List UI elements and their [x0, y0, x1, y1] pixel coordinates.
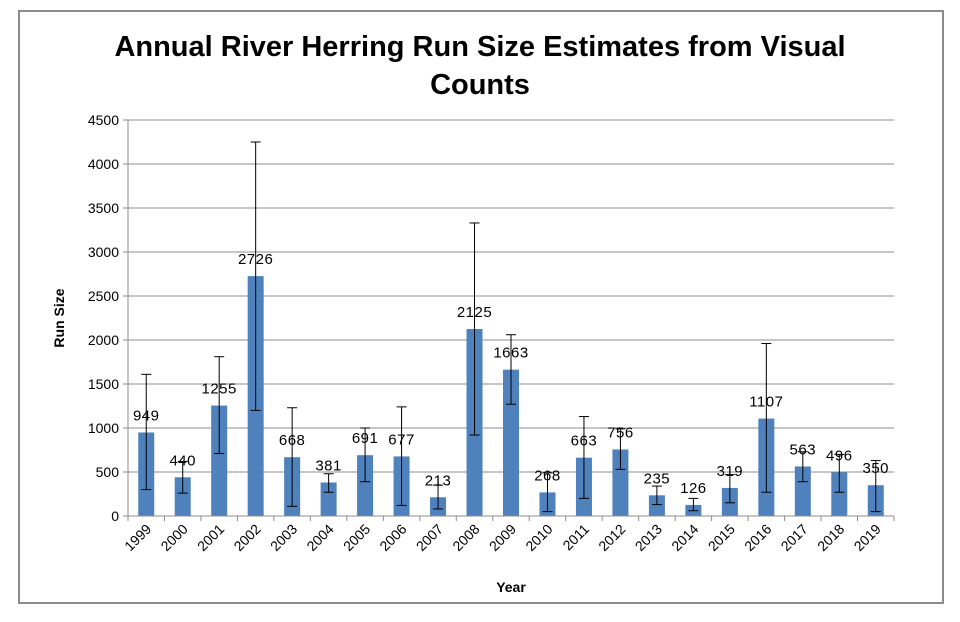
bar	[357, 455, 374, 516]
x-tick-label: 1999	[121, 521, 154, 554]
data-label: 126	[680, 480, 707, 497]
data-label: 663	[571, 433, 598, 450]
bar	[831, 472, 848, 516]
x-tick-label: 2005	[340, 521, 373, 554]
x-tick-label: 2004	[303, 521, 336, 554]
data-label: 691	[352, 430, 379, 447]
data-label: 563	[790, 441, 817, 458]
x-tick-label: 2016	[741, 521, 774, 554]
x-tick-label: 2001	[194, 521, 227, 554]
y-tick-label: 1500	[88, 376, 119, 392]
x-tick-label: 2003	[267, 521, 300, 554]
data-label: 213	[425, 472, 452, 489]
x-tick-label: 2014	[668, 521, 701, 554]
bar	[211, 405, 228, 516]
x-tick-label: 2019	[851, 521, 884, 554]
data-label: 350	[862, 460, 889, 477]
bar	[648, 495, 665, 516]
x-tick-label: 2009	[486, 521, 519, 554]
x-tick-label: 2013	[632, 521, 665, 554]
data-label: 677	[388, 431, 415, 448]
data-label: 2726	[238, 251, 273, 268]
y-tick-label: 0	[111, 508, 119, 524]
bar	[612, 449, 629, 516]
data-label: 440	[169, 452, 196, 469]
x-tick-label: 2012	[595, 521, 628, 554]
y-tick-label: 4500	[88, 112, 119, 128]
bar	[503, 369, 519, 516]
data-label: 235	[644, 470, 671, 487]
data-label: 1107	[749, 394, 783, 411]
data-label: 319	[717, 463, 744, 480]
x-tick-label: 2017	[778, 521, 811, 554]
data-label: 2125	[457, 304, 492, 321]
data-label: 668	[279, 432, 306, 449]
y-tick-label: 3500	[88, 200, 119, 216]
data-label: 1663	[493, 345, 528, 362]
data-label: 756	[607, 424, 634, 441]
data-label: 381	[315, 457, 342, 474]
x-tick-label: 2008	[449, 521, 482, 554]
y-tick-label: 2000	[88, 332, 119, 348]
x-tick-label: 2002	[230, 521, 263, 554]
x-tick-label: 2018	[814, 521, 847, 554]
y-tick-label: 4000	[88, 156, 119, 172]
y-tick-label: 500	[96, 464, 120, 480]
y-tick-label: 2500	[88, 288, 119, 304]
x-tick-label: 2007	[413, 521, 446, 554]
x-axis-title: Year	[496, 579, 526, 595]
y-axis-title: Run Size	[51, 288, 67, 347]
bar	[320, 482, 337, 516]
bar	[794, 466, 811, 516]
x-tick-label: 2000	[157, 521, 190, 554]
data-label: 496	[826, 447, 853, 464]
y-tick-label: 1000	[88, 420, 119, 436]
x-tick-label: 2010	[522, 521, 555, 554]
x-tick-label: 2011	[559, 521, 592, 554]
data-label: 1255	[202, 381, 237, 398]
data-label: 949	[133, 407, 160, 424]
x-tick-label: 2006	[376, 521, 409, 554]
y-tick-label: 3000	[88, 244, 119, 260]
bar	[174, 477, 191, 516]
data-label: 268	[534, 467, 561, 484]
chart-title: Annual River Herring Run Size Estimates …	[114, 31, 846, 101]
x-tick-label: 2015	[705, 521, 738, 554]
